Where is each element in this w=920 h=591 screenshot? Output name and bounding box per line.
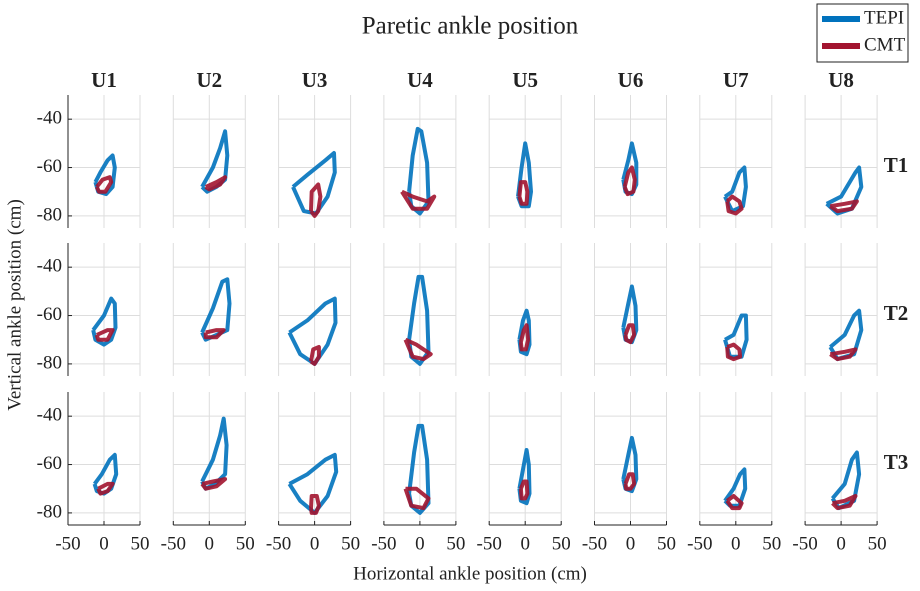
column-label: U8 xyxy=(828,68,854,92)
legend-box xyxy=(816,3,909,63)
y-axis-label: Vertical ankle position (cm) xyxy=(4,199,25,411)
x-tick-label: 50 xyxy=(131,533,150,554)
trajectory xyxy=(517,448,532,506)
x-tick-label: 0 xyxy=(205,533,215,554)
x-tick-label: 50 xyxy=(236,533,255,554)
trajectory xyxy=(287,452,339,515)
trajectory xyxy=(622,165,637,197)
x-tick-label: 50 xyxy=(341,533,360,554)
trajectory xyxy=(407,274,431,366)
trajectory xyxy=(723,165,748,214)
row-label: T3 xyxy=(884,450,909,474)
chart-title: Paretic ankle position xyxy=(362,13,579,40)
trajectory xyxy=(831,494,858,511)
trajectory xyxy=(94,175,114,194)
trajectory xyxy=(400,189,437,211)
trajectory xyxy=(623,472,637,491)
trajectory xyxy=(200,477,228,491)
y-tick-label: -80 xyxy=(37,501,62,522)
x-tick-label: 50 xyxy=(657,533,676,554)
y-tick-label: -60 xyxy=(37,156,62,177)
trajectory xyxy=(517,180,530,206)
y-tick-label: -40 xyxy=(37,405,62,426)
y-tick-label: -60 xyxy=(37,304,62,325)
legend-label: CMT xyxy=(864,34,906,55)
column-label: U2 xyxy=(196,68,222,92)
column-label: U3 xyxy=(302,68,328,92)
trajectory xyxy=(309,494,321,515)
x-tick-label: 0 xyxy=(310,533,320,554)
y-tick-label: -40 xyxy=(37,108,62,129)
x-tick-label: 0 xyxy=(520,533,530,554)
legend-label: TEPI xyxy=(864,7,904,28)
y-tick-label: -80 xyxy=(37,204,62,225)
trajectory xyxy=(287,296,338,366)
row-label: T1 xyxy=(884,153,909,177)
trajectory xyxy=(518,323,531,352)
x-tick-label: 50 xyxy=(446,533,465,554)
x-tick-label: -50 xyxy=(55,533,80,554)
trajectory xyxy=(516,141,533,209)
trajectory xyxy=(829,199,859,214)
trajectory xyxy=(203,328,226,340)
trajectory xyxy=(518,479,530,501)
trajectory xyxy=(403,486,431,511)
x-tick-label: -50 xyxy=(477,533,502,554)
column-label: U5 xyxy=(512,68,538,92)
trajectory xyxy=(291,151,337,216)
trajectory xyxy=(204,175,228,192)
x-tick-label: -50 xyxy=(687,533,712,554)
x-tick-label: 50 xyxy=(762,533,781,554)
y-tick-label: -40 xyxy=(37,256,62,277)
x-tick-label: 0 xyxy=(415,533,425,554)
x-tick-label: -50 xyxy=(582,533,607,554)
row-label: T2 xyxy=(884,301,909,325)
x-tick-label: 0 xyxy=(626,533,636,554)
trajectory xyxy=(94,328,115,342)
x-axis-label: Horizontal ankle position (cm) xyxy=(353,563,587,584)
x-tick-label: -50 xyxy=(266,533,291,554)
x-tick-label: -50 xyxy=(792,533,817,554)
trajectory xyxy=(829,347,858,362)
trajectory xyxy=(309,345,321,366)
x-tick-label: 50 xyxy=(868,533,887,554)
y-tick-label: -80 xyxy=(37,352,62,373)
trajectory xyxy=(309,182,323,218)
x-tick-label: 0 xyxy=(836,533,846,554)
column-label: U6 xyxy=(618,68,644,92)
trajectory xyxy=(725,194,744,216)
y-tick-label: -60 xyxy=(37,453,62,474)
trajectory xyxy=(623,323,637,345)
x-tick-label: -50 xyxy=(161,533,186,554)
trajectory xyxy=(403,337,433,362)
x-tick-label: 0 xyxy=(731,533,741,554)
x-tick-label: 50 xyxy=(552,533,571,554)
x-tick-label: -50 xyxy=(371,533,396,554)
column-label: U7 xyxy=(723,68,749,92)
x-tick-label: 0 xyxy=(99,533,109,554)
trajectory xyxy=(96,481,115,496)
trajectory xyxy=(725,342,743,362)
column-label: U1 xyxy=(91,68,117,92)
trajectory xyxy=(725,494,744,511)
column-label: U4 xyxy=(407,68,433,92)
